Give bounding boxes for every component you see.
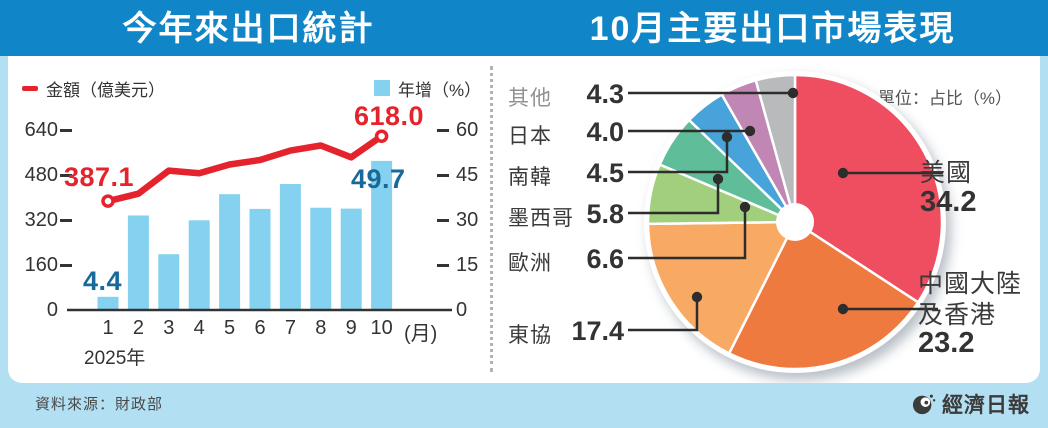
- x-tick-month-4: 4: [193, 317, 205, 339]
- leader-dot-4: [712, 173, 724, 185]
- leader-dot-6: [744, 125, 756, 137]
- brand-lockup: 經濟日報: [912, 389, 1030, 419]
- legend-amount: 金額（億美元）: [22, 78, 165, 100]
- x-tick-month-3: 3: [163, 317, 175, 339]
- pie-value-japan: 4.0: [586, 117, 624, 147]
- pie-chart: [628, 71, 946, 373]
- pie-label-mexico: 墨西哥: [508, 207, 574, 230]
- panel-divider: [490, 66, 493, 372]
- right-axis-dash-30: [437, 219, 449, 222]
- x-tick-month-8: 8: [315, 317, 327, 339]
- pie-value-korea: 4.5: [586, 158, 624, 188]
- pie-unit-note: 單位：占比（%）: [877, 89, 1012, 108]
- leader-dot-1: [837, 303, 849, 315]
- x-axis-unit: (月): [404, 323, 438, 345]
- leader-line-2: [628, 297, 699, 332]
- right-axis-dash-60: [437, 129, 449, 132]
- leader-line-3: [628, 207, 747, 260]
- leader-dot-3: [739, 201, 751, 213]
- bar-series-swatch: [374, 80, 390, 96]
- x-tick-month-7: 7: [284, 317, 296, 339]
- left-axis-dash-480: [60, 174, 72, 177]
- line-series-swatch: [22, 85, 38, 91]
- legend-growth: 年增（%）: [374, 78, 482, 100]
- line-first-point-marker: [101, 194, 115, 208]
- left-axis-tick-320: 320: [24, 209, 58, 231]
- pie-label-others: 其他: [508, 87, 552, 110]
- growth-bar-6: [249, 208, 271, 310]
- growth-bar-1: [97, 296, 119, 310]
- growth-bar-10: [371, 160, 393, 310]
- growth-bar-2: [127, 215, 149, 310]
- left-axis-dash-160: [60, 264, 72, 267]
- left-axis-dash-640: [60, 129, 72, 132]
- amount-line: [104, 132, 385, 205]
- legend-growth-label: 年增（%）: [398, 80, 482, 100]
- pie-label-china-hk-line1: 中國大陸: [918, 270, 1023, 298]
- pie-value-usa: 34.2: [920, 186, 977, 218]
- x-tick-month-2: 2: [132, 317, 144, 339]
- x-tick-month-6: 6: [254, 317, 266, 339]
- pie-label-korea: 南韓: [508, 166, 552, 189]
- left-chart-title: 今年來出口統計: [122, 10, 375, 48]
- line-first-value-label: 387.1: [64, 162, 135, 192]
- x-tick-month-10: 10: [370, 317, 393, 339]
- left-axis-tick-480: 480: [24, 164, 58, 186]
- pie-label-china-hk-line2: 及香港: [918, 301, 997, 329]
- leader-line-5: [628, 137, 729, 174]
- leader-dot-5: [721, 131, 733, 143]
- right-axis-tick-45: 45: [456, 164, 479, 186]
- x-tick-month-1: 1: [102, 317, 114, 339]
- growth-bar-3: [158, 254, 180, 310]
- pie-label-usa: 美國: [920, 159, 973, 187]
- x-tick-month-9: 9: [345, 317, 357, 339]
- pie-slice-2: [646, 220, 797, 355]
- bar-first-value-label: 4.4: [83, 266, 123, 296]
- x-tick-month-5: 5: [224, 317, 236, 339]
- left-axis-tick-0: 0: [46, 299, 58, 321]
- line-last-value-label: 618.0: [354, 101, 425, 131]
- growth-bar-5: [219, 194, 241, 310]
- growth-bar-4: [188, 220, 210, 310]
- pie-label-asean: 東協: [508, 324, 552, 347]
- combo-chart: [67, 129, 452, 312]
- pie-center-hole: [776, 203, 814, 241]
- right-axis-tick-15: 15: [456, 254, 479, 276]
- left-axis-tick-640: 640: [24, 119, 58, 141]
- pie-value-europe: 6.6: [586, 244, 624, 274]
- leader-dot-0: [837, 167, 849, 179]
- right-axis-tick-0: 0: [456, 299, 468, 321]
- pie-label-europe: 歐洲: [508, 252, 552, 275]
- growth-bar-9: [340, 208, 362, 310]
- economic-daily-news-logo-icon: [912, 394, 936, 415]
- pie-value-china-hk: 23.2: [918, 327, 975, 359]
- data-source-note: 資料來源：財政部: [35, 396, 164, 413]
- growth-bar-7: [279, 184, 301, 310]
- legend-amount-label: 金額（億美元）: [46, 80, 165, 100]
- right-axis-tick-60: 60: [456, 119, 479, 141]
- left-axis-tick-160: 160: [24, 254, 58, 276]
- pie-value-others: 4.3: [586, 79, 624, 109]
- leader-dot-2: [691, 291, 703, 303]
- pie-label-japan: 日本: [508, 125, 552, 148]
- right-axis-dash-45: [437, 174, 449, 177]
- leader-line-4: [628, 179, 720, 215]
- right-axis-tick-30: 30: [456, 209, 479, 231]
- header-bar: 今年來出口統計 10月主要出口市場表現: [0, 0, 1048, 56]
- pie-value-asean: 17.4: [571, 316, 624, 346]
- brand-name: 經濟日報: [942, 394, 1030, 417]
- left-axis-dash-320: [60, 219, 72, 222]
- pie-slice-7: [754, 73, 797, 224]
- growth-bar-8: [310, 207, 332, 310]
- pie-slice-1: [727, 220, 920, 371]
- right-chart-title: 10月主要出口市場表現: [589, 10, 956, 48]
- line-last-point-marker: [374, 129, 389, 143]
- footer-bar: 資料來源：財政部 經濟日報: [0, 383, 1048, 428]
- leader-dot-7: [787, 87, 799, 99]
- pie-value-mexico: 5.8: [586, 199, 624, 229]
- bar-last-value-label: 49.7: [351, 164, 406, 194]
- right-axis-dash-15: [437, 264, 449, 267]
- x-axis-year-note: 2025年: [84, 348, 146, 369]
